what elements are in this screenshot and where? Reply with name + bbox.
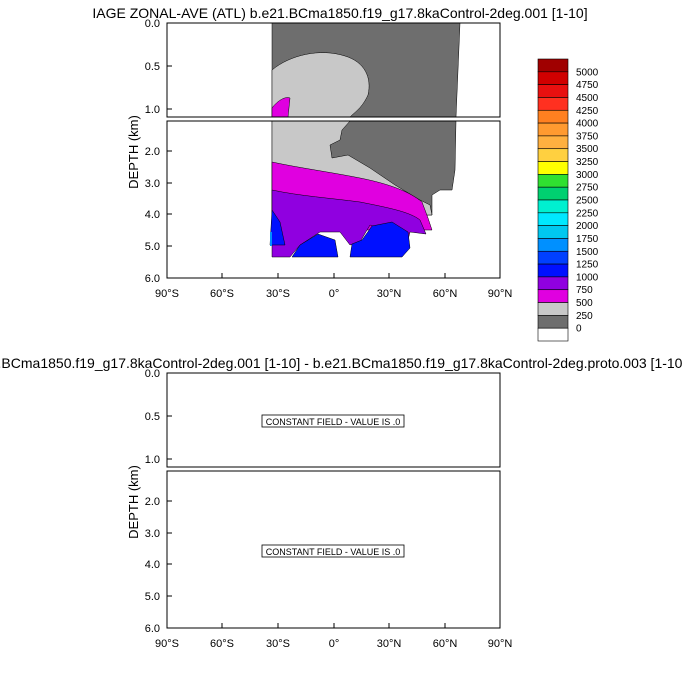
colorbar-label: 1500 [576, 247, 599, 258]
panel2-title: .BCma1850.f19_g17.8kaControl-2deg.001 [1… [0, 355, 683, 371]
field-1500-bot [270, 232, 272, 246]
xtick-label: 60°N [433, 638, 458, 650]
xtick-label: 60°S [210, 288, 234, 300]
ytick-label: 6.0 [145, 273, 160, 285]
colorbar-label: 3250 [576, 157, 599, 168]
colorbar-label: 2250 [576, 208, 599, 219]
panel2-annotation-bottom: CONSTANT FIELD - VALUE IS .0 [261, 544, 405, 558]
ytick-label: 1.0 [145, 454, 160, 466]
colorbar-box [537, 186, 569, 201]
colorbar-label: 3500 [576, 144, 599, 155]
colorbar-box [537, 289, 569, 303]
colorbar-label: 750 [576, 285, 593, 296]
colorbar-label: 1250 [576, 260, 599, 271]
colorbar-box [537, 148, 569, 162]
panel1-yticks-bottom: 2.0 3.0 4.0 5.0 6.0 [145, 146, 172, 285]
colorbar-box [537, 122, 569, 137]
colorbar-label: 500 [576, 298, 593, 309]
colorbar-label: 2000 [576, 221, 599, 232]
field-1000-bot [271, 189, 427, 258]
colorbar-box [537, 71, 569, 85]
ytick-label: 4.0 [145, 559, 160, 571]
ytick-label: 0.0 [145, 18, 160, 30]
panel2-yticks-top: 0.0 0.5 1.0 [145, 368, 172, 466]
colorbar: 5000475045004250400037503500325030002750… [537, 58, 599, 342]
ytick-label: 0.5 [145, 411, 160, 423]
colorbar-box [537, 135, 569, 150]
annotation-box [261, 544, 405, 558]
colorbar-box [537, 225, 569, 239]
xtick-label: 90°N [488, 288, 513, 300]
colorbar-box [537, 276, 569, 291]
xtick-label: 30°N [377, 638, 402, 650]
colorbar-label: 4750 [576, 80, 599, 91]
xtick-label: 60°N [433, 288, 458, 300]
ytick-label: 5.0 [145, 591, 160, 603]
colorbar-label: 4500 [576, 93, 599, 104]
panel2-xticks: 90°S 60°S 30°S 0° 30°N 60°N 90°N [155, 623, 512, 650]
ytick-label: 5.0 [145, 241, 160, 253]
ytick-label: 3.0 [145, 178, 160, 190]
colorbar-box [537, 250, 569, 265]
colorbar-label: 3750 [576, 131, 599, 142]
colorbar-box [537, 263, 569, 278]
annotation-text: CONSTANT FIELD - VALUE IS .0 [266, 547, 401, 557]
ytick-label: 1.0 [145, 104, 160, 116]
ytick-label: 2.0 [145, 146, 160, 158]
xtick-label: 0° [329, 638, 340, 650]
colorbar-label: 4250 [576, 106, 599, 117]
xtick-label: 90°S [155, 638, 179, 650]
xtick-label: 30°N [377, 288, 402, 300]
ytick-label: 3.0 [145, 528, 160, 540]
colorbar-label: 2750 [576, 183, 599, 194]
panel1-top-frame [166, 22, 501, 118]
xtick-label: 90°S [155, 288, 179, 300]
colorbar-label: 0 [576, 324, 582, 335]
colorbar-label: 4000 [576, 119, 599, 130]
colorbar-box [537, 302, 569, 316]
panel1-ylabel: DEPTH (km) [126, 115, 141, 189]
panel1-field-bottom [269, 121, 457, 258]
colorbar-box [537, 327, 569, 342]
field-750-top [271, 97, 291, 117]
colorbar-box [537, 238, 569, 252]
colorbar-label: 5000 [576, 67, 599, 78]
colorbar-label: 250 [576, 311, 593, 322]
colorbar-label: 1000 [576, 272, 599, 283]
ytick-label: 0.0 [145, 368, 160, 380]
colorbar-box [537, 58, 569, 73]
colorbar-box [537, 212, 569, 226]
colorbar-box [537, 161, 569, 175]
colorbar-box [537, 315, 569, 329]
panel1-field-top [271, 23, 461, 117]
xtick-label: 90°N [488, 638, 513, 650]
colorbar-label: 1750 [576, 234, 599, 245]
panel2-yticks-bottom: 2.0 3.0 4.0 5.0 6.0 [145, 496, 172, 635]
panel1-title: IAGE ZONAL-AVE (ATL) b.e21.BCma1850.f19_… [92, 5, 587, 21]
colorbar-label: 2500 [576, 196, 599, 207]
colorbar-box [537, 97, 569, 111]
annotation-box [261, 414, 405, 428]
panel1-yticks-top: 0.0 0.5 1.0 [145, 18, 172, 116]
ytick-label: 2.0 [145, 496, 160, 508]
panel2-top-frame [166, 372, 501, 468]
colorbar-box [537, 109, 569, 124]
colorbar-box [537, 84, 569, 98]
colorbar-label: 3000 [576, 170, 599, 181]
xtick-label: 30°S [266, 638, 290, 650]
annotation-text: CONSTANT FIELD - VALUE IS .0 [266, 417, 401, 427]
field-500-top [271, 52, 370, 117]
panel1-xticks: 90°S 60°S 30°S 0° 30°N 60°N 90°N [155, 273, 512, 300]
ytick-label: 0.5 [145, 61, 160, 73]
ytick-label: 6.0 [145, 623, 160, 635]
ytick-label: 4.0 [145, 209, 160, 221]
xtick-label: 0° [329, 288, 340, 300]
xtick-label: 30°S [266, 288, 290, 300]
xtick-label: 60°S [210, 638, 234, 650]
colorbar-box [537, 199, 569, 214]
panel2-annotation-top: CONSTANT FIELD - VALUE IS .0 [261, 414, 405, 428]
panel2-ylabel: DEPTH (km) [126, 465, 141, 539]
colorbar-box [537, 174, 569, 188]
